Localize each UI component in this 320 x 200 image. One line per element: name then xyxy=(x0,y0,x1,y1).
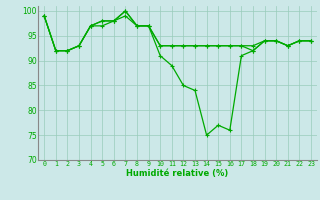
X-axis label: Humidité relative (%): Humidité relative (%) xyxy=(126,169,229,178)
